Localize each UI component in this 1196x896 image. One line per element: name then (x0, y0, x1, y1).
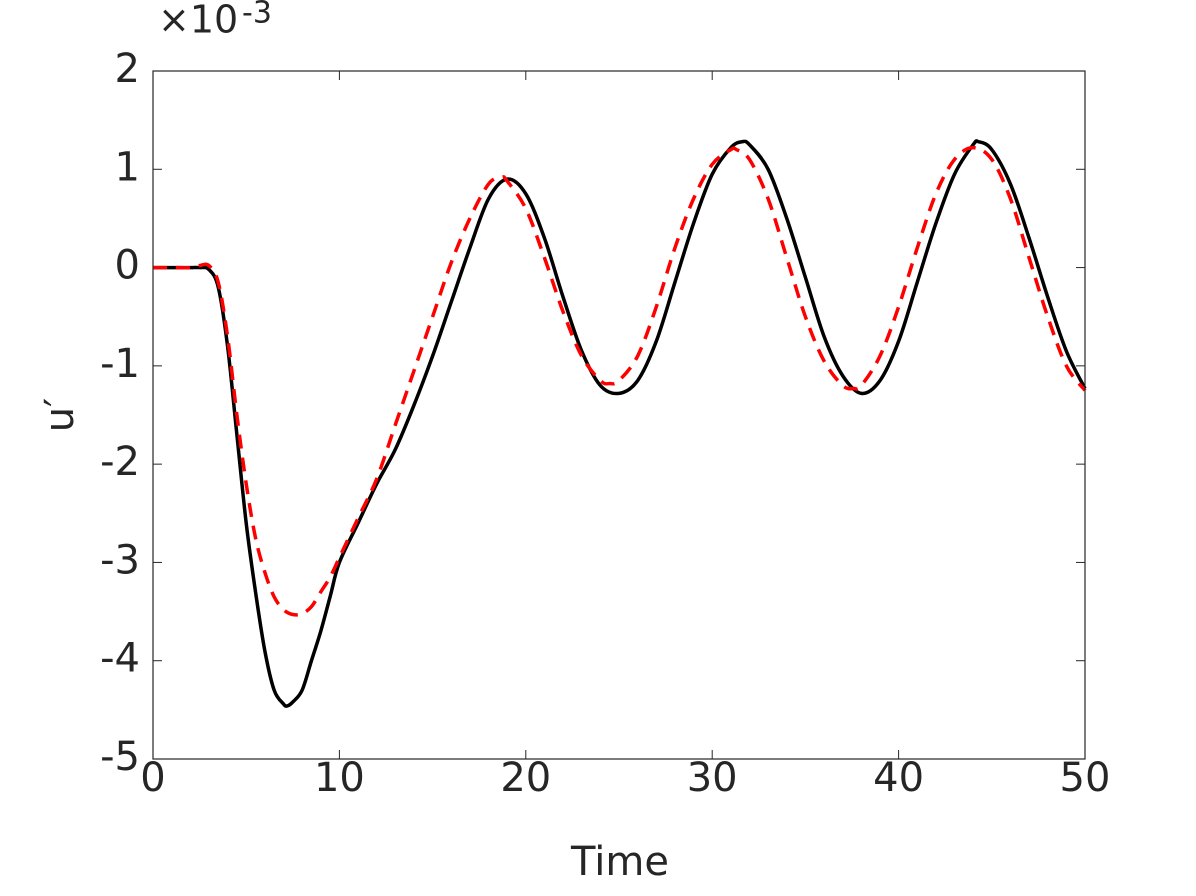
y-tick-label: -4 (100, 636, 140, 682)
x-axis-label: Time (570, 839, 669, 885)
line-series (153, 145, 1087, 617)
plot-box (152, 70, 1086, 760)
y-tick-label: -5 (100, 734, 140, 780)
x-tick-label: 10 (314, 755, 365, 801)
x-tick-label: 20 (500, 755, 551, 801)
y-tick-label: -1 (100, 341, 140, 387)
x-tick-label: 50 (1060, 755, 1111, 801)
x-tick-label: 0 (140, 755, 165, 801)
y-exponent-power: -3 (242, 0, 272, 31)
x-tick-label: 30 (687, 755, 738, 801)
y-tick-label: -3 (100, 537, 140, 583)
y-tick-label: 2 (115, 46, 140, 92)
y-axis-label: u′ (37, 398, 83, 432)
y-tick-label: -2 (100, 439, 140, 485)
y-exponent-base: ×10 (158, 0, 238, 42)
line-series (153, 139, 1087, 708)
y-tick-label: 1 (115, 144, 140, 190)
x-tick-label: 40 (873, 755, 924, 801)
y-tick-label: 0 (115, 243, 140, 289)
